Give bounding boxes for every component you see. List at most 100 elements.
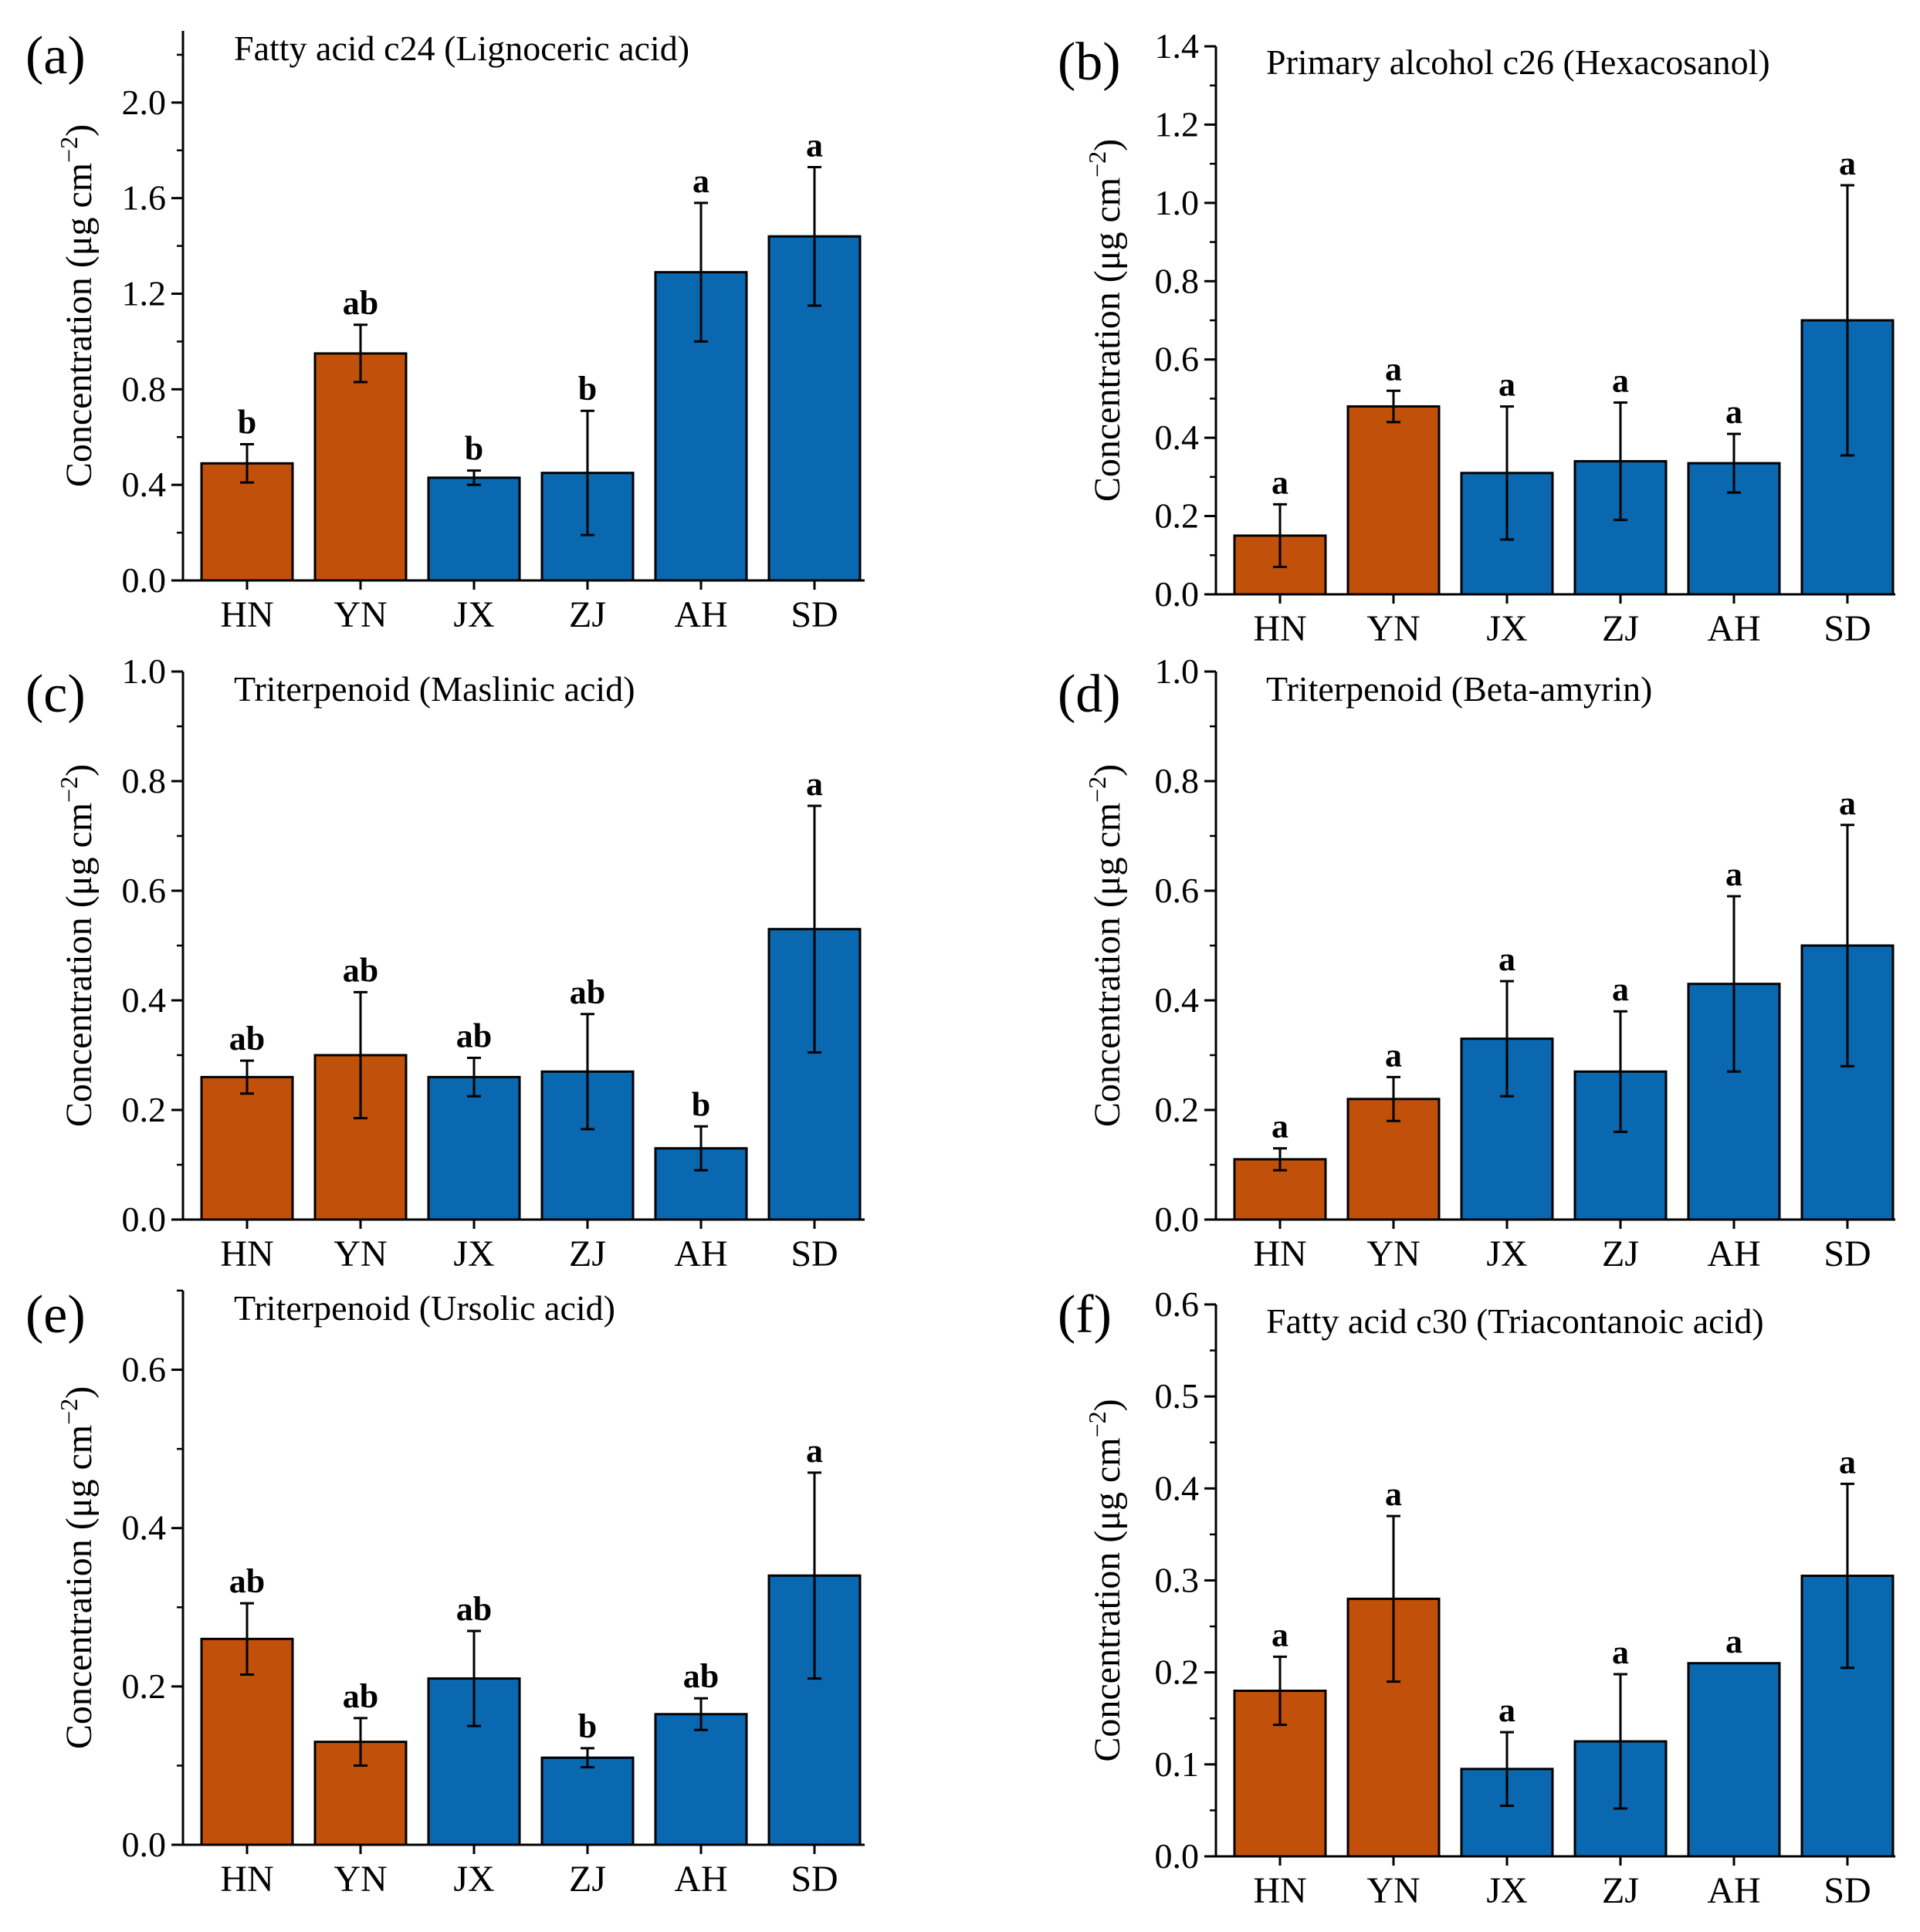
y-tick-label: 0.2 bbox=[1155, 1090, 1200, 1129]
x-tick-label-JX: JX bbox=[1486, 1870, 1527, 1911]
chart-panel-f: (f) Fatty acid c30 (Triacontanoic acid) Co… bbox=[1058, 1284, 1895, 1911]
x-tick-label-HN: HN bbox=[220, 594, 273, 635]
x-tick-label-SD: SD bbox=[1823, 1870, 1871, 1911]
significance-label-YN: a bbox=[1385, 1475, 1402, 1513]
significance-label-HN: a bbox=[1272, 463, 1288, 501]
y-tick-label: 1.0 bbox=[1155, 183, 1200, 222]
x-tick-label-ZJ: ZJ bbox=[569, 1233, 606, 1274]
y-tick-label: 0.0 bbox=[1155, 1199, 1200, 1239]
significance-label-YN: ab bbox=[343, 284, 378, 322]
significance-label-SD: a bbox=[1839, 144, 1856, 182]
y-tick-label: 0.8 bbox=[1155, 261, 1200, 300]
x-tick-label-AH: AH bbox=[1707, 608, 1760, 649]
y-tick-label: 0.6 bbox=[122, 1350, 167, 1389]
x-tick-label-JX: JX bbox=[453, 1859, 494, 1900]
x-tick-label-ZJ: ZJ bbox=[569, 594, 606, 635]
y-tick-label: 0.1 bbox=[1155, 1744, 1200, 1784]
x-tick-label-YN: YN bbox=[334, 1859, 387, 1900]
x-tick-label-SD: SD bbox=[791, 594, 838, 635]
y-tick-label: 0.8 bbox=[1155, 761, 1200, 800]
significance-label-SD: a bbox=[1839, 1443, 1856, 1480]
significance-label-AH: b bbox=[692, 1085, 710, 1123]
x-tick-label-YN: YN bbox=[1366, 608, 1420, 649]
significance-label-HN: a bbox=[1272, 1616, 1288, 1653]
significance-label-ZJ: a bbox=[1612, 970, 1629, 1008]
y-tick-label: 0.6 bbox=[1155, 340, 1200, 379]
y-axis-label: Concentration (μg cm−2) bbox=[1083, 139, 1128, 502]
x-tick-label-AH: AH bbox=[1707, 1870, 1760, 1911]
chart-title: Fatty acid c24 (Lignoceric acid) bbox=[234, 29, 689, 68]
significance-label-ZJ: a bbox=[1612, 1633, 1629, 1671]
significance-label-ZJ: a bbox=[1612, 362, 1629, 400]
significance-label-HN: b bbox=[238, 404, 256, 442]
y-tick-label: 0.4 bbox=[1155, 1468, 1200, 1507]
y-tick-label: 0.8 bbox=[122, 369, 167, 408]
panel-letter: (b) bbox=[1058, 32, 1121, 92]
x-tick-label-YN: YN bbox=[1366, 1233, 1420, 1274]
x-tick-label-JX: JX bbox=[1486, 608, 1527, 649]
significance-label-YN: ab bbox=[343, 951, 378, 989]
y-tick-label: 0.6 bbox=[1155, 1284, 1200, 1324]
significance-label-JX: a bbox=[1498, 1691, 1515, 1729]
significance-label-ZJ: b bbox=[578, 370, 597, 408]
x-tick-label-YN: YN bbox=[1366, 1870, 1420, 1911]
x-tick-label-JX: JX bbox=[453, 594, 494, 635]
significance-label-HN: a bbox=[1272, 1108, 1288, 1145]
y-tick-label: 1.2 bbox=[1155, 104, 1200, 144]
x-tick-label-SD: SD bbox=[1823, 1233, 1871, 1274]
chart-panel-b: (b) Primary alcohol c26 (Hexacosanol) Conc… bbox=[1058, 26, 1895, 649]
significance-label-HN: ab bbox=[229, 1562, 265, 1600]
bar-JX bbox=[427, 1075, 521, 1221]
y-tick-label: 0.4 bbox=[1155, 418, 1200, 457]
significance-label-JX: b bbox=[465, 430, 483, 468]
x-tick-label-AH: AH bbox=[674, 1859, 727, 1900]
y-tick-label: 0.2 bbox=[1155, 1653, 1200, 1692]
bar-AH bbox=[654, 1713, 748, 1846]
bar-YN bbox=[1346, 405, 1441, 596]
y-tick-label: 0.0 bbox=[1155, 1836, 1200, 1876]
x-tick-label-YN: YN bbox=[334, 594, 387, 635]
x-tick-label-JX: JX bbox=[1486, 1233, 1527, 1274]
x-tick-label-SD: SD bbox=[791, 1233, 838, 1274]
x-tick-label-AH: AH bbox=[1707, 1233, 1760, 1274]
panel-letter: (e) bbox=[25, 1285, 86, 1345]
significance-label-SD: a bbox=[806, 126, 823, 164]
y-tick-label: 1.0 bbox=[122, 651, 167, 691]
panel-letter: (a) bbox=[25, 26, 86, 86]
bar-ZJ bbox=[540, 1756, 635, 1846]
y-tick-label: 0.0 bbox=[1155, 574, 1200, 614]
x-tick-label-ZJ: ZJ bbox=[569, 1859, 606, 1900]
significance-label-SD: a bbox=[1839, 784, 1856, 822]
chart-panel-e: (e) Triterpenoid (Ursolic acid) Concentrat… bbox=[25, 1285, 865, 1900]
x-tick-label-HN: HN bbox=[1253, 608, 1306, 649]
x-tick-label-SD: SD bbox=[1823, 608, 1871, 649]
x-tick-label-ZJ: ZJ bbox=[1602, 1233, 1639, 1274]
x-tick-label-HN: HN bbox=[220, 1233, 273, 1274]
significance-label-AH: a bbox=[1725, 855, 1742, 893]
significance-label-JX: ab bbox=[456, 1017, 492, 1055]
significance-label-ZJ: b bbox=[578, 1707, 597, 1745]
chart-title: Fatty acid c30 (Triacontanoic acid) bbox=[1266, 1301, 1764, 1341]
panel-letter: (c) bbox=[25, 665, 86, 724]
y-tick-label: 0.4 bbox=[122, 980, 167, 1020]
y-tick-label: 0.0 bbox=[122, 1199, 167, 1239]
y-axis-label: Concentration (μg cm−2) bbox=[1083, 764, 1128, 1127]
significance-label-YN: a bbox=[1385, 350, 1402, 387]
y-tick-label: 1.6 bbox=[122, 178, 167, 218]
x-tick-label-HN: HN bbox=[220, 1859, 273, 1900]
x-tick-label-SD: SD bbox=[791, 1859, 838, 1900]
significance-label-ZJ: ab bbox=[570, 973, 605, 1011]
significance-label-JX: a bbox=[1498, 366, 1515, 404]
y-tick-label: 0.4 bbox=[122, 465, 167, 504]
bar-JX bbox=[427, 476, 521, 582]
significance-label-YN: a bbox=[1385, 1036, 1402, 1074]
x-tick-label-HN: HN bbox=[1253, 1870, 1306, 1911]
y-tick-label: 0.2 bbox=[1155, 496, 1200, 536]
chart-panel-d: (d) Triterpenoid (Beta-amyrin) Concentrati… bbox=[1058, 651, 1895, 1274]
y-tick-label: 0.0 bbox=[122, 1825, 167, 1864]
x-tick-label-HN: HN bbox=[1253, 1233, 1306, 1274]
y-tick-label: 1.2 bbox=[122, 274, 167, 313]
chart-title: Triterpenoid (Maslinic acid) bbox=[234, 669, 635, 709]
significance-label-YN: ab bbox=[343, 1677, 378, 1715]
